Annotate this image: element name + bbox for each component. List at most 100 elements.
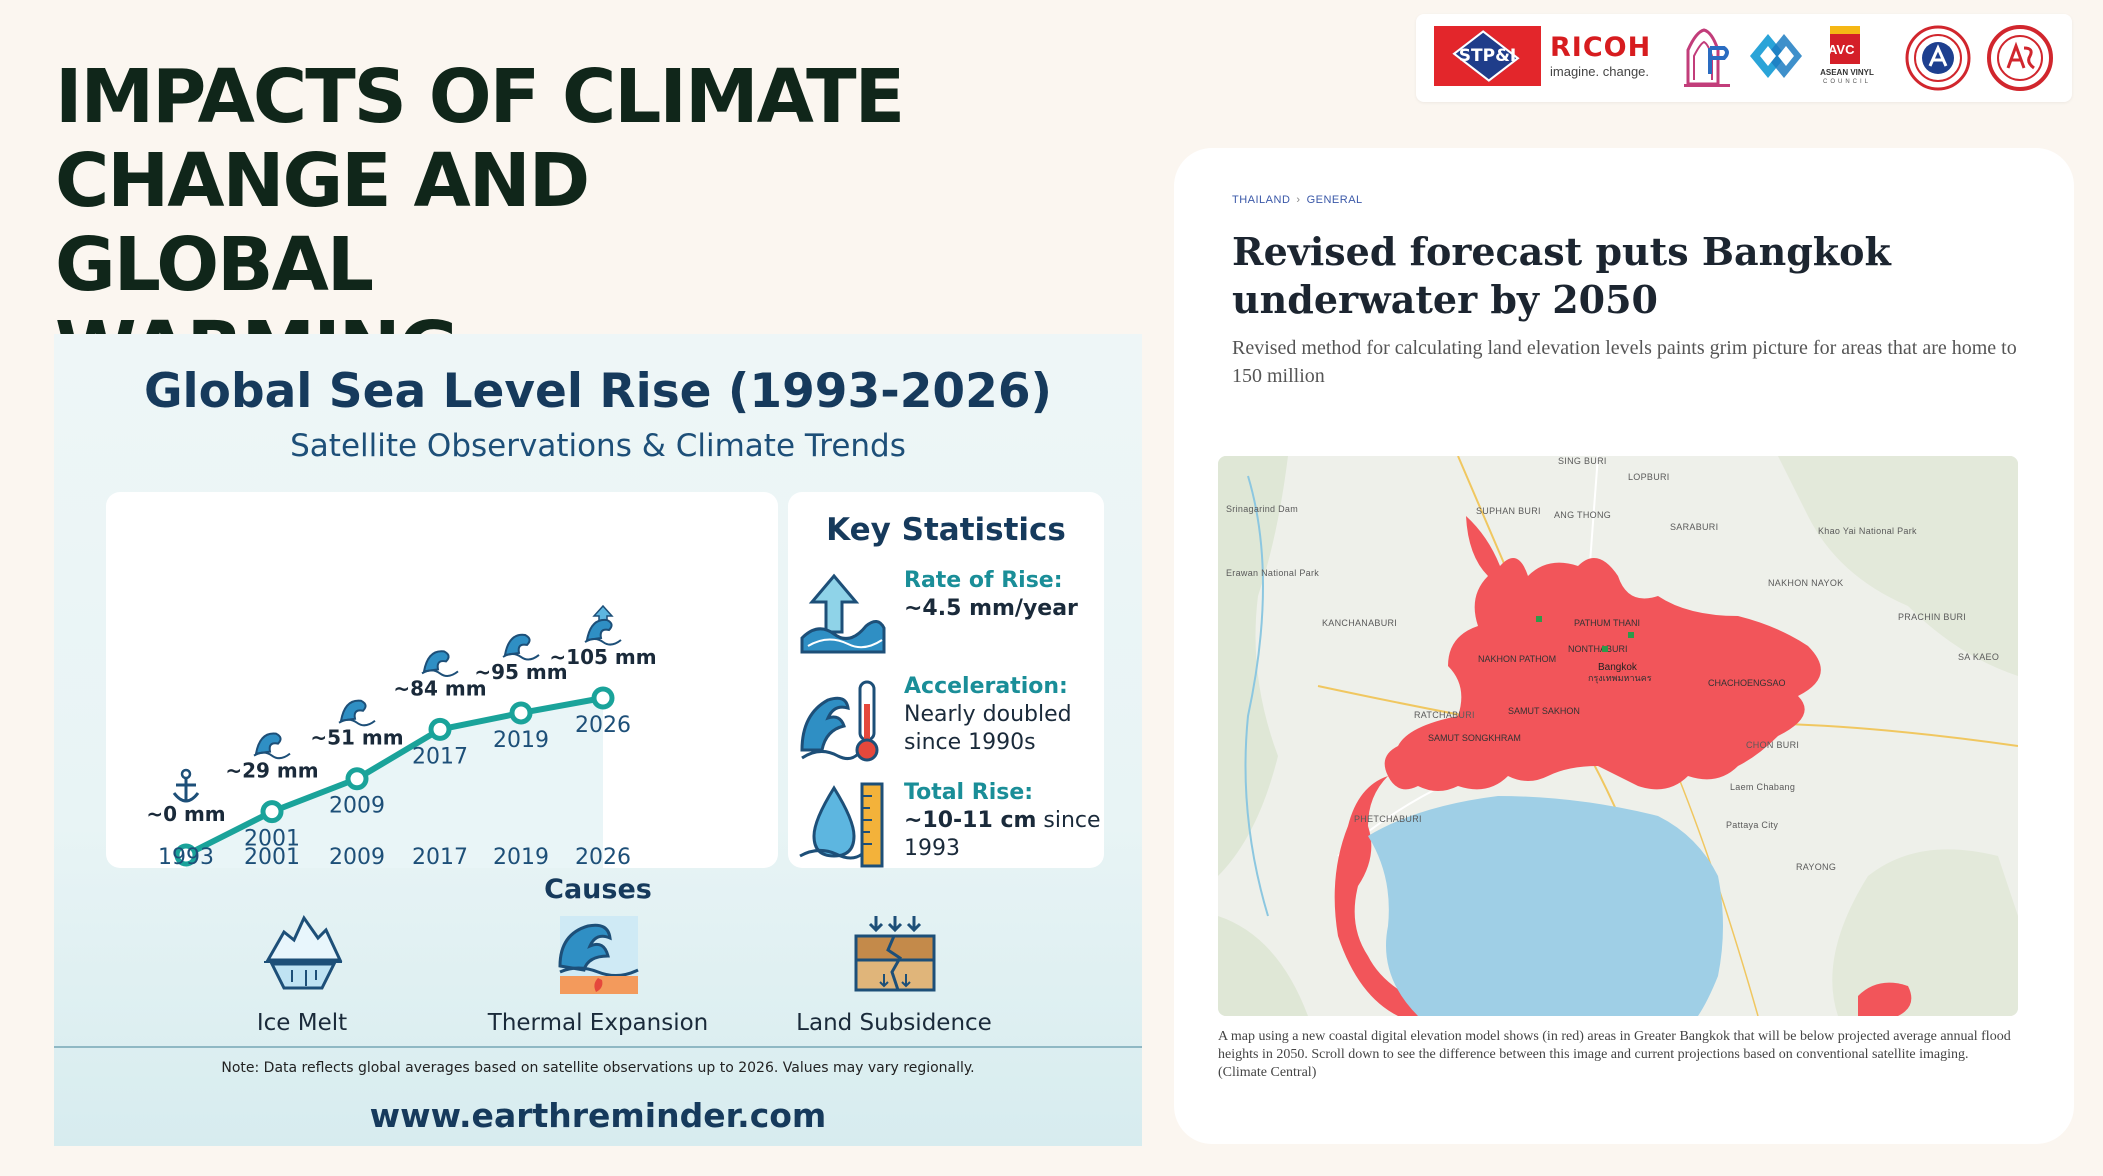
stat-rate-of-rise: Rate of Rise: ~4.5 mm/year — [788, 568, 1104, 668]
droplet-ruler-icon — [799, 782, 884, 868]
ricoh-tagline: imagine. change. — [1550, 64, 1650, 79]
wave-icon — [502, 633, 540, 661]
anchor-icon — [172, 768, 200, 803]
stat-acceleration-key: Acceleration: — [904, 674, 1068, 699]
chart-point — [591, 686, 615, 710]
map-label-suphan-buri: SUPHAN BURI — [1476, 506, 1541, 516]
stat-acceleration: Acceleration: Nearly doubled since 1990s — [788, 674, 1104, 774]
avc-logo-text: AVC — [1828, 42, 1855, 57]
map-label-chachoengsao: CHACHOENGSAO — [1708, 678, 1786, 688]
map-label-khao-yai: Khao Yai National Park — [1818, 526, 1917, 536]
chart-area-fill — [186, 698, 603, 868]
seal-logo-2-icon — [1987, 25, 2053, 91]
wave-thermometer-icon — [800, 680, 879, 762]
chart-data-label: ~0 mm — [146, 802, 225, 826]
infographic-note: Note: Data reflects global averages base… — [221, 1060, 975, 1076]
wave-icon — [253, 732, 291, 760]
breadcrumb: THAILAND › GENERAL — [1232, 194, 1363, 206]
infographic-website: www.earthreminder.com — [369, 1096, 827, 1135]
sea-level-infographic: Global Sea Level Rise (1993-2026) Satell… — [54, 334, 1142, 1146]
map-label-nakhon-nayok: NAKHON NAYOK — [1768, 578, 1843, 588]
map-label-samut-sakhon: SAMUT SAKHON — [1508, 706, 1580, 716]
chart-point-year-label: 2001 — [244, 827, 300, 852]
map-label-lopburi: LOPBURI — [1628, 472, 1670, 482]
map-caption: A map using a new coastal digital elevat… — [1218, 1029, 2011, 1080]
stat-total-value: ~10-11 cm — [904, 808, 1037, 833]
chart-x-tick-label: 1993 — [158, 845, 214, 868]
breadcrumb-general[interactable]: GENERAL — [1306, 194, 1363, 206]
map-label-pathum-thani: PATHUM THANI — [1574, 618, 1640, 628]
sinking-ground-icon — [854, 916, 936, 992]
chart-point-year-label: 2026 — [575, 713, 631, 738]
chart-point-year-label: 2009 — [329, 794, 385, 819]
chart-data-label: ~29 mm — [225, 759, 318, 783]
chart-point — [345, 767, 369, 791]
stat-total-line-1: ~10-11 cm since — [904, 808, 1101, 833]
chart-data-label: ~84 mm — [393, 676, 486, 700]
sponsor-logo-bar: STP&I RICOH imagine. change. AVC ASEAN V… — [1416, 14, 2072, 102]
stat-total-since: since — [1036, 808, 1101, 833]
avc-box-icon — [1830, 26, 1860, 64]
stat-rate-key: Rate of Rise: — [904, 568, 1063, 593]
map-label-samut-songkhram: SAMUT SONGKHRAM — [1428, 733, 1521, 743]
map-label-rayong: RAYONG — [1796, 862, 1836, 872]
map-label-ratchaburi: RATCHABURI — [1414, 710, 1475, 720]
chart-x-tick-label: 2009 — [329, 845, 385, 868]
avc-logo: AVC ASEAN VINYL COUNCIL — [1816, 26, 1878, 90]
map-label-phetchaburi: PHETCHABURI — [1354, 814, 1422, 824]
iceberg-icon — [264, 914, 343, 990]
stat-total-line-2: 1993 — [904, 836, 960, 861]
map-park-marker-icon — [1628, 632, 1634, 638]
map-label-ang-thong: ANG THONG — [1554, 510, 1611, 520]
headline-line-1: Revised forecast puts Bangkok — [1232, 229, 1891, 274]
wave-icon — [338, 699, 376, 727]
news-article-card: THAILAND › GENERAL Revised forecast puts B… — [1174, 148, 2074, 1144]
map-label-nakhon-pathom: NAKHON PATHOM — [1478, 654, 1556, 664]
cause-land-subsidence-label: Land Subsidence — [796, 1010, 992, 1036]
rising-wave-arrow-icon — [800, 573, 886, 654]
chart-data-label: ~95 mm — [474, 660, 567, 684]
map-label-laem-chabang: Laem Chabang — [1730, 782, 1795, 792]
map-label-bangkok: Bangkok — [1598, 662, 1638, 673]
chart-x-tick-label: 2017 — [412, 845, 468, 868]
map-label-saraburi: SARABURI — [1670, 522, 1718, 532]
headline-line-2: underwater by 2050 — [1232, 277, 1658, 322]
cause-ice-melt-label: Ice Melt — [256, 1010, 348, 1036]
map-label-bangkok-thai: กรุงเทพมหานคร — [1588, 673, 1652, 684]
article-headline: Revised forecast puts Bangkok underwater… — [1232, 228, 1972, 324]
chart-series-line — [184, 695, 604, 858]
map-label-nonthaburi: NONTHABURI — [1568, 644, 1628, 654]
map-label-srinagarind: Srinagarind Dam — [1226, 504, 1298, 514]
stat-total-key: Total Rise: — [904, 780, 1034, 805]
breadcrumb-thailand[interactable]: THAILAND — [1232, 194, 1291, 206]
chart-point — [428, 717, 452, 741]
infographic-divider — [54, 1046, 1142, 1048]
slide-title-line-1: IMPACTS OF CLIMATE — [55, 54, 905, 140]
map-park-marker-icon — [1536, 616, 1542, 622]
stpi-logo: STP&I — [1434, 26, 1541, 86]
flood-map: SING BURI LOPBURI SARABURI SUPHAN BURI A… — [1218, 456, 2018, 1016]
ricoh-logo: RICOH imagine. change. — [1550, 32, 1660, 79]
chart-point — [260, 800, 284, 824]
map-label-chon-buri: CHON BURI — [1746, 740, 1799, 750]
infographic-title: Global Sea Level Rise (1993-2026) — [143, 364, 1053, 419]
chart-x-tick-label: 2026 — [575, 845, 631, 868]
flood-map-image: SING BURI LOPBURI SARABURI SUPHAN BURI A… — [1218, 456, 2018, 1016]
wave-icon — [421, 650, 459, 677]
cause-land-subsidence: Land Subsidence — [764, 914, 1024, 1044]
seal-logo-1-icon — [1905, 25, 1971, 91]
chart-data-label: ~105 mm — [549, 645, 656, 669]
map-park-marker-icon — [1602, 646, 1608, 652]
key-statistics-card: Key Statistics Rate of Rise: ~4.5 mm/yea… — [788, 492, 1104, 868]
ricoh-logo-text: RICOH — [1550, 32, 1652, 63]
avc-logo-line-1: ASEAN VINYL — [1820, 68, 1874, 77]
stat-acceleration-line-1: Nearly doubled — [904, 702, 1072, 727]
stat-rate-value: ~4.5 mm/year — [904, 596, 1078, 621]
key-statistics-title: Key Statistics — [826, 512, 1066, 548]
chart-point-year-label: 2019 — [493, 728, 549, 753]
breadcrumb-separator-icon: › — [1296, 194, 1301, 206]
map-label-kanchanaburi: KANCHANABURI — [1322, 618, 1397, 628]
cause-thermal-expansion: Thermal Expansion — [468, 914, 728, 1044]
chart-x-tick-label: 2001 — [244, 845, 300, 868]
